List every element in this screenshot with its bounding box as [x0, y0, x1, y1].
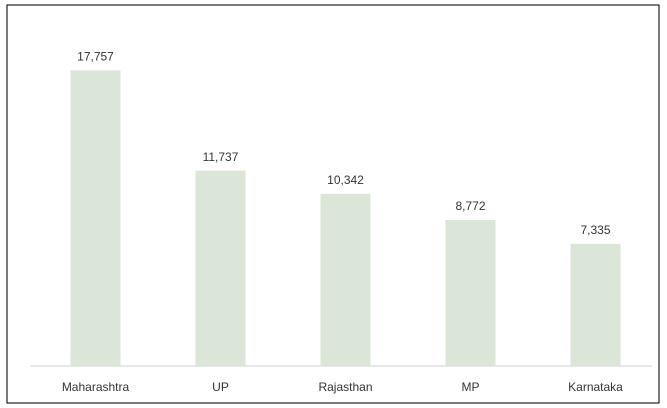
- data-label: 11,737: [203, 150, 239, 164]
- x-tick-label: Karnataka: [568, 380, 623, 394]
- bar: [570, 243, 621, 366]
- data-label: 8,772: [455, 199, 485, 213]
- bar: [195, 170, 246, 366]
- data-label: 10,342: [327, 173, 364, 187]
- bar: [70, 70, 121, 366]
- bar: [320, 193, 371, 366]
- data-label: 17,757: [77, 50, 114, 64]
- data-label: 7,335: [580, 223, 610, 237]
- x-tick-label: Rajasthan: [318, 380, 372, 394]
- x-tick-label: Maharashtra: [62, 380, 130, 394]
- bar: [445, 219, 496, 366]
- x-tick-label: MP: [462, 380, 480, 394]
- x-tick-label: UP: [212, 380, 229, 394]
